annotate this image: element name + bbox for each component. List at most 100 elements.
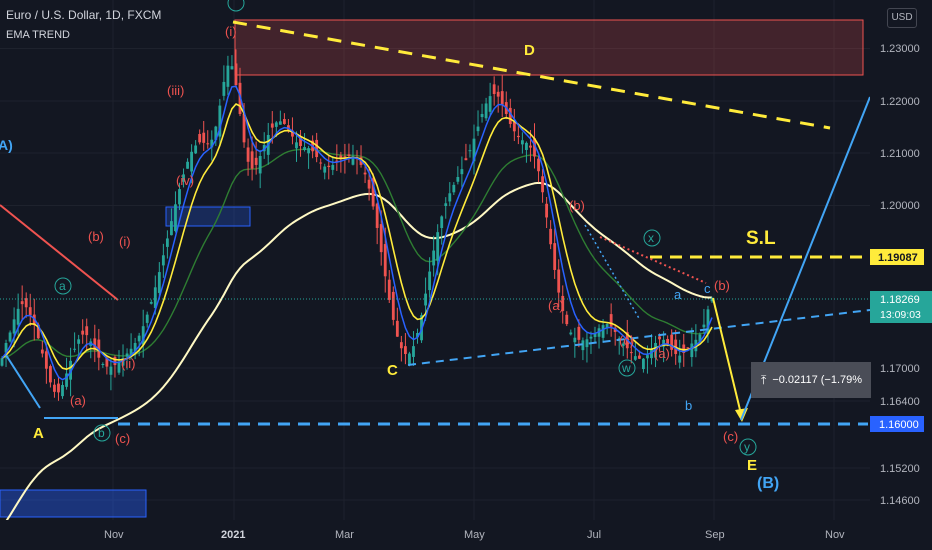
candle-body: [589, 336, 593, 339]
candle-body: [593, 333, 597, 338]
resistance-dashed-line[interactable]: [232, 20, 831, 130]
support-price-tag[interactable]: [870, 416, 924, 432]
svg-text:x: x: [648, 231, 654, 245]
candle-body: [234, 63, 238, 86]
wave-label-A-paren: A): [0, 137, 13, 153]
candle-body: [557, 269, 561, 293]
wave-label-w-circled: w: [618, 359, 636, 377]
time-axis: Nov 2021 Mar May Jul Sep Nov: [0, 520, 870, 550]
wave-label-b-small: b: [685, 398, 692, 413]
current-price-tag[interactable]: [870, 291, 932, 323]
candle-body: [4, 342, 8, 353]
x-tick: 2021: [221, 529, 245, 541]
y-tick: 1.17000: [880, 363, 920, 375]
y-tick: 1.23000: [880, 43, 920, 55]
candle-body: [319, 162, 323, 164]
candle-body: [69, 360, 72, 380]
candle-body: [383, 244, 387, 277]
candle-body: [190, 151, 194, 172]
candle-body: [525, 142, 528, 150]
candle-body: [222, 81, 226, 96]
candle-body: [347, 154, 351, 156]
candle-body: [690, 343, 694, 358]
projection-path-yellow[interactable]: [712, 297, 742, 415]
wave-label-ii: (ii): [121, 356, 135, 371]
bar-countdown-text: 13:09:03: [880, 309, 921, 321]
ema-slow-line: [1, 148, 713, 359]
indicator-label[interactable]: EMA TREND: [6, 29, 70, 41]
candle-body: [460, 169, 464, 175]
price-axis: 1.23000 1.22000 1.21000 1.20000 1.17000 …: [870, 0, 932, 550]
candle-body: [174, 204, 177, 232]
wxy-blue-dotted[interactable]: [584, 224, 641, 321]
candle-body: [416, 333, 419, 338]
candle-body: [81, 330, 85, 335]
svg-text:y: y: [744, 440, 750, 454]
candle-body: [670, 334, 674, 350]
candle-body: [629, 352, 633, 354]
candle-body: [161, 255, 165, 266]
candle-body: [529, 145, 532, 148]
candle-body: [198, 134, 202, 143]
candle-body: [230, 66, 234, 70]
candle-body: [307, 148, 311, 154]
wave-label-c-small: c: [704, 281, 711, 296]
wave-label-B: (B): [757, 475, 779, 492]
candle-body: [702, 324, 706, 328]
candle-body: [391, 291, 395, 320]
ema-long-path: [1, 181, 712, 528]
candle-body: [278, 121, 282, 125]
x-tick: May: [464, 529, 485, 541]
candle-body: [258, 156, 262, 174]
ema-fast-line: [1, 85, 713, 381]
candle-body: [609, 314, 613, 327]
candle-body: [53, 384, 56, 392]
candle-body: [399, 342, 403, 349]
candle-body: [658, 336, 661, 340]
wave-label-iii: (iii): [167, 83, 184, 98]
candle-body: [186, 161, 189, 169]
wave-label-a-circled: a: [54, 277, 72, 295]
candle-body: [315, 139, 319, 158]
candle-body: [472, 138, 476, 162]
downtrend-line-red[interactable]: [0, 204, 119, 301]
candle-body: [101, 364, 105, 365]
candle-body: [327, 165, 331, 168]
candle-body: [282, 119, 286, 124]
wxy-red-dotted[interactable]: [599, 236, 707, 284]
wave-label-a2: (a): [548, 298, 564, 313]
candle-body: [105, 357, 109, 367]
y-tick: 1.21000: [880, 148, 920, 160]
x-tick: Nov: [825, 529, 845, 541]
measure-tooltip[interactable]: ⤒ −0.02117 (−1.79%: [751, 362, 871, 398]
candle-body: [637, 355, 641, 359]
candle-body: [16, 308, 20, 325]
symbol-title[interactable]: Euro / U.S. Dollar, 1D, FXCM: [6, 8, 162, 22]
demand-zone[interactable]: [0, 489, 147, 518]
candle-body: [371, 178, 375, 207]
candle-body: [153, 287, 157, 308]
candle-body: [145, 314, 149, 323]
candle-body: [48, 366, 52, 383]
currency-badge[interactable]: USD: [887, 8, 917, 28]
candle-body: [533, 138, 536, 157]
candle-body: [633, 356, 637, 360]
wave-label-A: A: [33, 425, 44, 442]
wave-labels: A C D E S.L (B) A) (i) (ii) (iii) (iv) (…: [0, 0, 779, 492]
supply-zone[interactable]: [234, 19, 864, 76]
candle-body: [125, 353, 129, 357]
candle-body: [375, 203, 379, 228]
triangle-lower-dashed-line[interactable]: [407, 309, 871, 366]
candle-body: [295, 142, 298, 149]
svg-text:w: w: [621, 361, 631, 375]
candle-body: [428, 271, 432, 291]
candle-body: [335, 160, 339, 162]
x-tick: Sep: [705, 529, 725, 541]
wave-label-v: (i): [225, 24, 237, 39]
wave-a-leg[interactable]: [5, 354, 41, 409]
stop-loss-price-tag[interactable]: [870, 249, 924, 265]
y-tick: 1.22000: [880, 96, 920, 108]
candle-body: [642, 358, 645, 370]
candle-body: [0, 358, 4, 366]
